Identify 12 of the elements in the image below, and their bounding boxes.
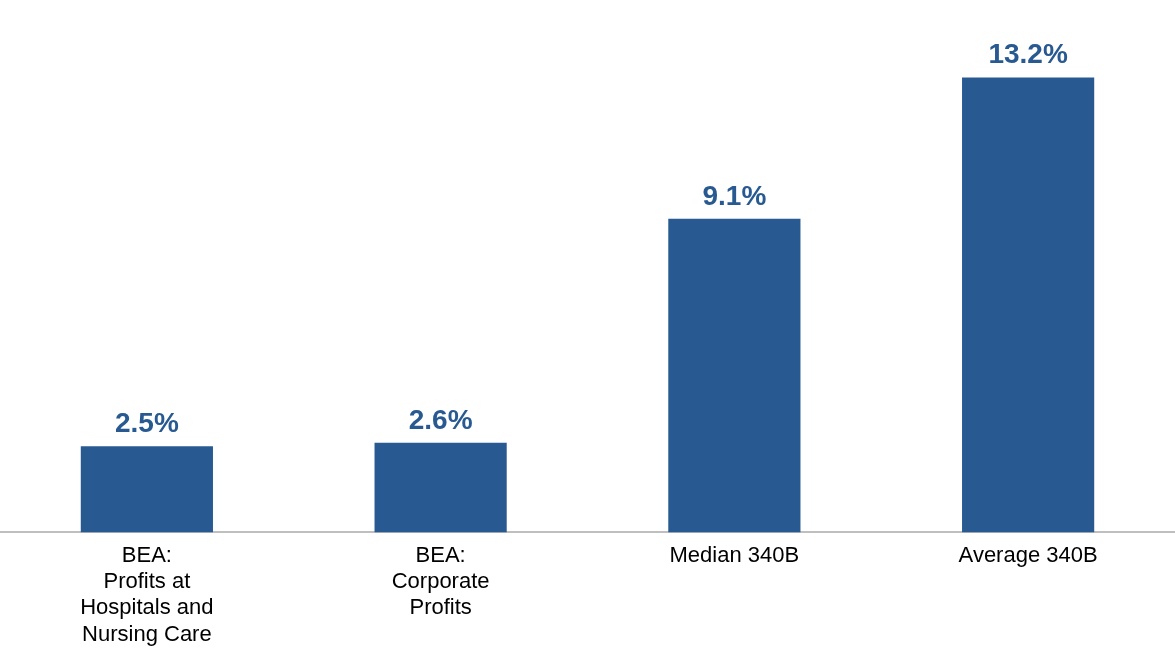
x-tick-label: Average 340B <box>958 541 1098 567</box>
bar <box>962 77 1095 533</box>
x-tick-label: BEA: Profits at Hospitals and Nursing Care <box>80 541 214 646</box>
data-label: 2.6% <box>408 403 473 435</box>
data-label: 13.2% <box>988 38 1068 70</box>
data-label: 9.1% <box>702 179 767 211</box>
x-tick-label: BEA: Corporate Profits <box>391 541 490 620</box>
data-label: 2.5% <box>114 406 179 438</box>
bar <box>374 442 507 533</box>
bar <box>80 446 213 533</box>
x-tick-label: Median 340B <box>669 541 800 567</box>
bar <box>668 218 801 533</box>
